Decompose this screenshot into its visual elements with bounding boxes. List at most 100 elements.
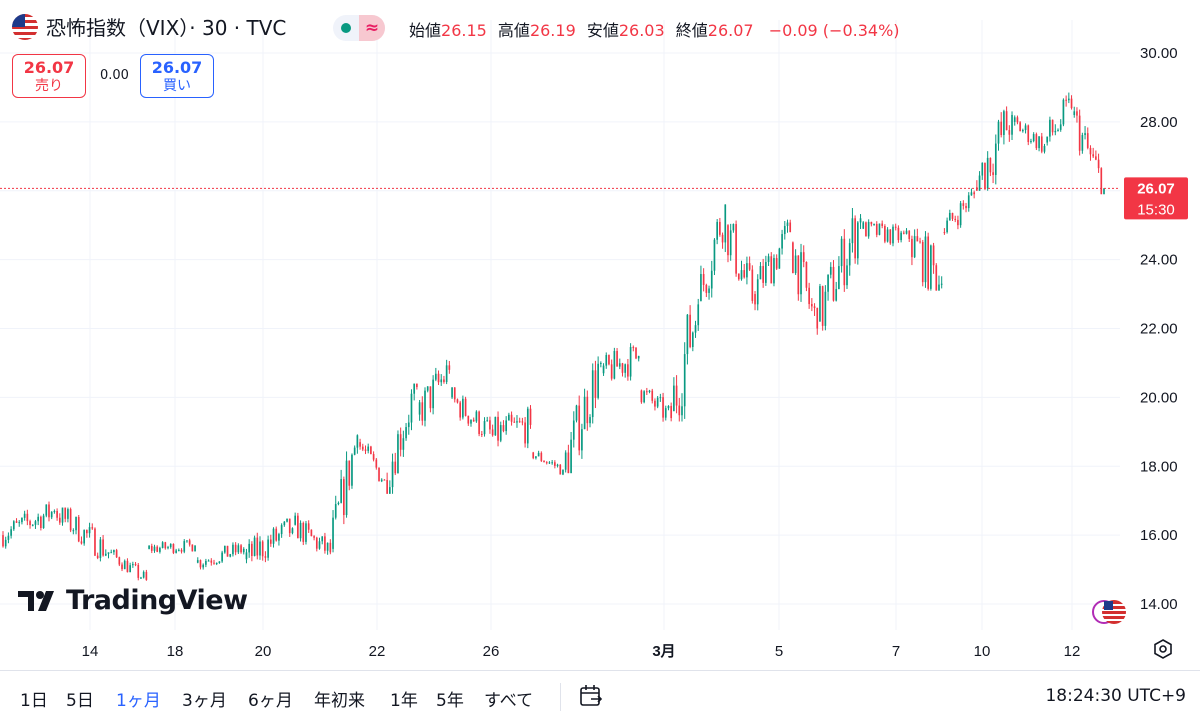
candle-body <box>499 425 502 441</box>
candle-body <box>643 391 645 403</box>
candle-body <box>686 314 689 355</box>
candle-body <box>1011 114 1013 135</box>
candle-body <box>1016 117 1019 123</box>
candle-body <box>591 370 594 418</box>
candle-body <box>1065 99 1067 101</box>
range-1y[interactable]: 1年 <box>390 691 418 711</box>
candle-body <box>997 121 1000 144</box>
range-3m[interactable]: 3ヶ月 <box>182 691 227 711</box>
candle-body <box>608 355 610 365</box>
candle-body <box>1003 111 1005 135</box>
candle-body <box>1100 168 1103 195</box>
candle-body <box>743 270 746 278</box>
chart-settings-icon[interactable] <box>1152 638 1174 660</box>
candle-body <box>973 192 975 195</box>
candlestick-chart[interactable]: 30.0028.0026.0024.0022.0020.0018.0016.00… <box>0 0 1200 670</box>
candle-body <box>673 385 675 412</box>
price-axis[interactable]: 30.0028.0026.0024.0022.0020.0018.0016.00… <box>1140 45 1178 613</box>
range-all[interactable]: すべて <box>484 691 534 711</box>
candle-body <box>989 157 992 173</box>
buy-button[interactable]: 26.07 買い <box>140 54 214 98</box>
go-to-date-icon[interactable] <box>578 683 604 709</box>
time-axis[interactable]: 14 18 20 22 26 3月 5 7 10 12 <box>82 643 1081 660</box>
compare-symbol-icon[interactable] <box>1090 598 1128 626</box>
market-status-pill[interactable]: ≈ <box>333 15 385 41</box>
time-tick-label: 20 <box>255 643 272 660</box>
candle-body <box>345 460 348 516</box>
symbol-title[interactable]: 恐怖指数（VIX）· 30 · TVC <box>46 16 287 40</box>
candle-body <box>180 549 183 552</box>
delayed-data-icon[interactable]: ≈ <box>359 15 385 41</box>
candle-body <box>91 527 94 529</box>
candle-body <box>370 446 372 455</box>
candle-body <box>1054 130 1057 133</box>
candle-body <box>88 527 91 534</box>
candle-body <box>451 387 453 398</box>
candle-body <box>667 405 670 409</box>
candle-body <box>654 400 656 407</box>
candle-body <box>581 429 583 451</box>
candle-body <box>529 408 532 425</box>
candle-body <box>940 283 943 285</box>
range-1d[interactable]: 1日 <box>20 691 48 711</box>
candle-body <box>762 266 764 283</box>
candle-body <box>567 452 570 474</box>
candle-body <box>805 262 808 288</box>
candle-body <box>632 347 635 349</box>
candle-body <box>237 545 240 553</box>
range-5y[interactable]: 5年 <box>436 691 464 711</box>
candle-body <box>221 552 223 562</box>
candle-body <box>34 521 37 525</box>
candle-body <box>161 542 164 548</box>
candle-body <box>361 446 364 450</box>
candle-body <box>532 452 535 459</box>
candle-body <box>616 350 618 367</box>
sell-button[interactable]: 26.07 売り <box>12 54 86 98</box>
candle-body <box>911 238 913 258</box>
candle-body <box>86 530 88 534</box>
candle-body <box>148 545 150 549</box>
candle-body <box>508 414 510 421</box>
candle-body <box>897 227 900 241</box>
candle-body <box>959 203 962 226</box>
candle-body <box>407 422 410 428</box>
low-value: 26.03 <box>618 21 665 40</box>
candle-body <box>42 515 45 528</box>
candle-body <box>1032 134 1035 142</box>
candle-body <box>183 541 186 552</box>
candle-body <box>737 273 740 280</box>
candle-body <box>946 220 948 233</box>
candle-body <box>353 447 356 455</box>
candle-body <box>691 332 694 348</box>
range-5d[interactable]: 5日 <box>66 691 94 711</box>
candle-body <box>713 239 716 271</box>
range-6m[interactable]: 6ヶ月 <box>248 691 293 711</box>
utc-clock[interactable]: 18:24:30 UTC+9 <box>1045 686 1186 706</box>
candle-body <box>337 502 340 505</box>
range-1m[interactable]: 1ヶ月 <box>116 691 161 711</box>
candle-body <box>21 517 23 523</box>
range-ytd[interactable]: 年初来 <box>314 691 365 711</box>
candle-body <box>930 245 932 289</box>
candle-body <box>664 408 667 418</box>
candle-body <box>286 518 288 522</box>
candle-body <box>735 224 737 274</box>
open-label: 始値 <box>409 21 442 40</box>
candle-body <box>921 241 924 283</box>
candle-body <box>172 543 175 553</box>
candle-body <box>835 289 838 301</box>
candle-body <box>218 561 221 563</box>
candle-body <box>318 541 321 549</box>
candle-body <box>94 528 96 556</box>
candle-body <box>697 304 700 326</box>
candle-body <box>1076 111 1078 116</box>
time-tick-label: 10 <box>974 643 991 660</box>
candle-body <box>177 549 180 551</box>
tradingview-watermark[interactable]: TradingView <box>18 584 248 616</box>
candle-body <box>299 522 302 539</box>
candle-body <box>77 517 80 542</box>
candle-body <box>600 362 602 364</box>
candle-body <box>61 507 64 523</box>
candle-body <box>556 464 559 466</box>
watermark-text: TradingView <box>66 584 248 616</box>
